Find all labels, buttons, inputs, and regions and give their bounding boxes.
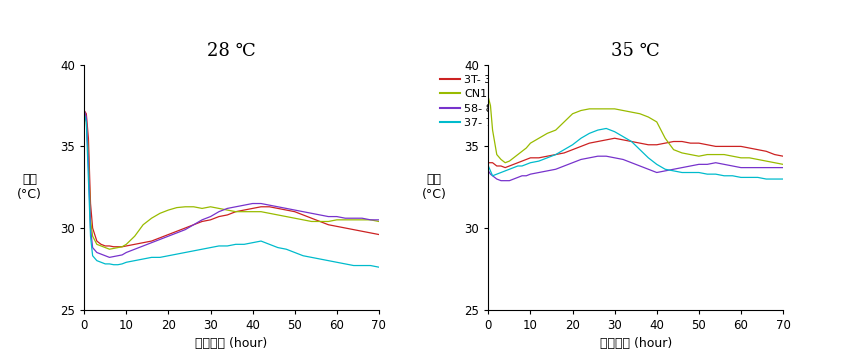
Y-axis label: 품온
(°C): 품온 (°C) [18,173,42,201]
Legend: 3T- 3, CN174, 58- 8, 37- 7: 3T- 3, CN174, 58- 8, 37- 7 [435,70,506,132]
Title: 28 ℃: 28 ℃ [207,42,256,60]
X-axis label: 발효시간 (hour): 발효시간 (hour) [195,337,268,350]
Legend: 3T- 3, CN174, 58- 8, 37- 7: 3T- 3, CN174, 58- 8, 37- 7 [839,70,842,132]
Title: 35 ℃: 35 ℃ [611,42,660,60]
X-axis label: 발효시간 (hour): 발효시간 (hour) [600,337,672,350]
Y-axis label: 품온
(°C): 품온 (°C) [422,173,446,201]
